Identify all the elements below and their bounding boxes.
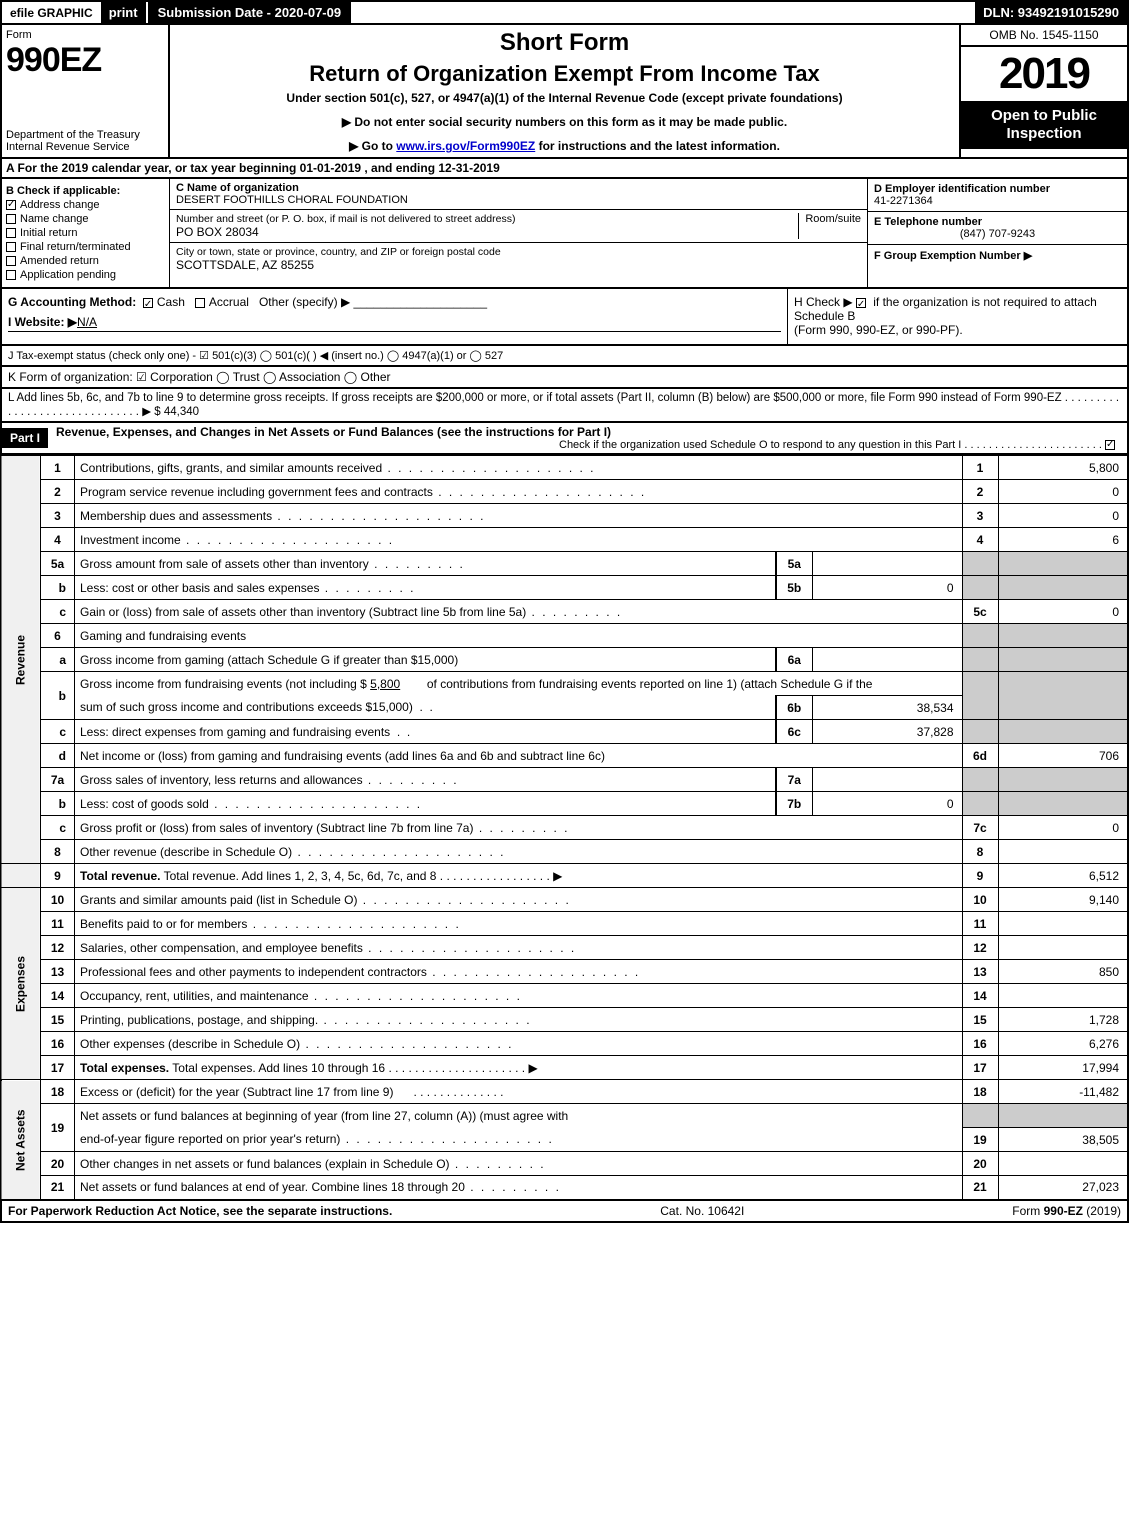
part1-title: Revenue, Expenses, and Changes in Net As…	[56, 425, 1119, 439]
section-def: D Employer identification number 41-2271…	[867, 179, 1127, 287]
netassets-label: Net Assets	[1, 1080, 41, 1200]
part1-table: Revenue 1 Contributions, gifts, grants, …	[0, 455, 1129, 1201]
short-form-title: Short Form	[174, 29, 955, 57]
ein-label: D Employer identification number	[874, 183, 1121, 195]
check-cash[interactable]	[143, 298, 153, 308]
city-label: City or town, state or province, country…	[176, 246, 861, 258]
website-line: I Website: ▶N/A	[8, 315, 781, 332]
check-name-change[interactable]: Name change	[6, 213, 165, 225]
header-right: OMB No. 1545-1150 2019 Open to Public In…	[959, 25, 1127, 157]
dept-irs: Internal Revenue Service	[6, 141, 164, 153]
dept-treasury: Department of the Treasury	[6, 129, 164, 141]
section-l: L Add lines 5b, 6c, and 7b to line 9 to …	[0, 389, 1129, 423]
check-accrual[interactable]	[195, 298, 205, 308]
open-public-badge: Open to Public Inspection	[961, 101, 1127, 149]
goto-post: for instructions and the latest informat…	[535, 139, 780, 153]
ein: 41-2271364	[874, 195, 1121, 207]
section-c: C Name of organization DESERT FOOTHILLS …	[170, 179, 867, 287]
line-number: 1	[41, 456, 75, 480]
part1-check-note: Check if the organization used Schedule …	[56, 439, 1119, 451]
check-application-pending[interactable]: Application pending	[6, 269, 165, 281]
footer-right: Form 990-EZ (2019)	[1012, 1204, 1121, 1218]
part1-header-row: Part I Revenue, Expenses, and Changes in…	[0, 423, 1129, 455]
addr-label: Number and street (or P. O. box, if mail…	[176, 213, 798, 225]
goto-pre: ▶ Go to	[349, 139, 396, 153]
footer: For Paperwork Reduction Act Notice, see …	[0, 1201, 1129, 1223]
goto-line: ▶ Go to www.irs.gov/Form990EZ for instru…	[174, 139, 955, 153]
print-button[interactable]: print	[101, 2, 146, 23]
omb-number: OMB No. 1545-1150	[961, 25, 1127, 47]
gh-left: G Accounting Method: Cash Accrual Other …	[2, 289, 787, 344]
section-b-label: B Check if applicable:	[6, 185, 165, 197]
section-h: H Check ▶ if the organization is not req…	[787, 289, 1127, 344]
form-number: 990EZ	[6, 41, 164, 80]
line-value: 5,800	[998, 456, 1128, 480]
check-schedule-b[interactable]	[856, 298, 866, 308]
row-a-tax-year: A For the 2019 calendar year, or tax yea…	[0, 159, 1129, 179]
efile-label: efile GRAPHIC	[2, 3, 101, 23]
section-k: K Form of organization: ☑ Corporation ◯ …	[0, 367, 1129, 389]
org-name: DESERT FOOTHILLS CHORAL FOUNDATION	[176, 194, 861, 206]
check-schedule-o[interactable]	[1105, 440, 1115, 450]
goto-link[interactable]: www.irs.gov/Form990EZ	[396, 139, 535, 153]
dln-label: DLN: 93492191015290	[975, 2, 1127, 23]
footer-left: For Paperwork Reduction Act Notice, see …	[8, 1204, 392, 1218]
submission-date: Submission Date - 2020-07-09	[146, 2, 352, 23]
return-title: Return of Organization Exempt From Incom…	[174, 61, 955, 87]
group-exemption-label: F Group Exemption Number ▶	[874, 249, 1121, 262]
line-num-col: 1	[962, 456, 998, 480]
footer-cat: Cat. No. 10642I	[392, 1204, 1012, 1218]
check-amended-return[interactable]: Amended return	[6, 255, 165, 267]
room-suite-label: Room/suite	[798, 213, 861, 239]
city: SCOTTSDALE, AZ 85255	[176, 258, 861, 272]
top-bar: efile GRAPHIC print Submission Date - 20…	[0, 0, 1129, 25]
phone: (847) 707-9243	[874, 228, 1121, 240]
section-b: B Check if applicable: Address change Na…	[2, 179, 170, 287]
expenses-label: Expenses	[1, 888, 41, 1080]
phone-label: E Telephone number	[874, 216, 1121, 228]
row-gh: G Accounting Method: Cash Accrual Other …	[0, 289, 1129, 346]
info-grid: B Check if applicable: Address change Na…	[0, 179, 1129, 289]
ssn-note: ▶ Do not enter social security numbers o…	[174, 115, 955, 129]
form-label: Form	[6, 29, 164, 41]
org-name-label: C Name of organization	[176, 182, 861, 194]
header-left: Form 990EZ Department of the Treasury In…	[2, 25, 170, 157]
check-final-return[interactable]: Final return/terminated	[6, 241, 165, 253]
under-section: Under section 501(c), 527, or 4947(a)(1)…	[174, 91, 955, 105]
line-desc: Contributions, gifts, grants, and simila…	[75, 456, 963, 480]
website-value: N/A	[77, 315, 97, 329]
header-row: Form 990EZ Department of the Treasury In…	[0, 25, 1129, 159]
revenue-label: Revenue	[1, 456, 41, 864]
accounting-method: G Accounting Method: Cash Accrual Other …	[8, 295, 781, 309]
tax-year: 2019	[961, 47, 1127, 101]
check-initial-return[interactable]: Initial return	[6, 227, 165, 239]
header-mid: Short Form Return of Organization Exempt…	[170, 25, 959, 157]
section-j: J Tax-exempt status (check only one) - ☑…	[0, 346, 1129, 367]
addr: PO BOX 28034	[176, 225, 798, 239]
check-address-change[interactable]: Address change	[6, 199, 165, 211]
gross-receipts: 44,340	[164, 406, 199, 418]
part1-label: Part I	[2, 428, 48, 448]
